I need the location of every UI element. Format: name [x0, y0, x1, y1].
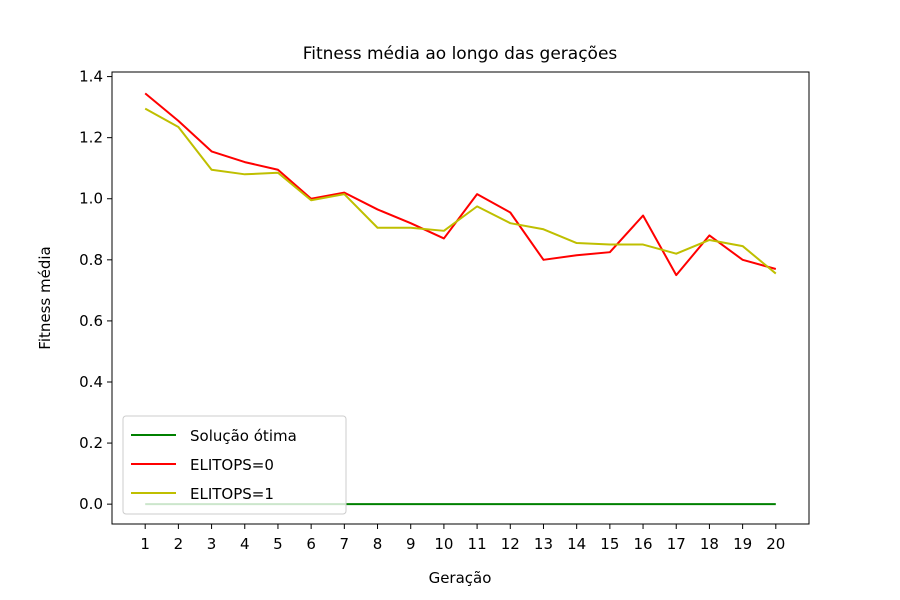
x-tick-label: 4	[240, 535, 250, 553]
legend-label: Solução ótima	[190, 427, 297, 445]
x-tick-label: 11	[468, 535, 487, 553]
x-tick-label: 13	[534, 535, 553, 553]
x-tick-label: 2	[174, 535, 184, 553]
x-tick-label: 10	[434, 535, 453, 553]
x-tick-label: 6	[306, 535, 316, 553]
x-tick-label: 16	[634, 535, 653, 553]
x-tick-label: 19	[733, 535, 752, 553]
y-tick-label: 0.0	[79, 495, 103, 513]
x-tick-label: 17	[667, 535, 686, 553]
x-tick-label: 8	[373, 535, 383, 553]
x-axis-ticks: 1 2 3 4 5 6 7 8 9 10 11 12 13 14 15 16 17 18 19 20	[140, 524, 785, 553]
y-tick-label: 0.6	[79, 312, 103, 330]
x-tick-label: 20	[766, 535, 785, 553]
legend-label: ELITOPS=0	[190, 456, 274, 474]
legend-label: ELITOPS=1	[190, 485, 274, 503]
y-tick-label: 1.2	[79, 129, 103, 147]
x-tick-label: 7	[340, 535, 350, 553]
x-tick-label: 1	[140, 535, 150, 553]
x-tick-label: 14	[567, 535, 586, 553]
y-axis-ticks: 0.0 0.2 0.4 0.6 0.8 1.0 1.2 1.4	[79, 68, 112, 514]
y-tick-label: 0.8	[79, 251, 103, 269]
x-tick-label: 15	[600, 535, 619, 553]
x-tick-label: 3	[207, 535, 217, 553]
y-tick-label: 1.4	[79, 68, 103, 86]
x-tick-label: 5	[273, 535, 283, 553]
series-line-elitops-0	[145, 93, 776, 275]
y-axis-label: Fitness média	[36, 246, 54, 349]
y-tick-label: 0.2	[79, 434, 103, 452]
x-tick-label: 18	[700, 535, 719, 553]
legend: Solução ótima ELITOPS=0 ELITOPS=1	[123, 416, 346, 514]
y-tick-label: 1.0	[79, 190, 103, 208]
series-line-elitops-1	[145, 109, 776, 274]
x-tick-label: 12	[501, 535, 520, 553]
x-axis-label: Geração	[429, 569, 492, 587]
y-tick-label: 0.4	[79, 373, 103, 391]
x-tick-label: 9	[406, 535, 416, 553]
chart-title: Fitness média ao longo das gerações	[303, 44, 618, 64]
